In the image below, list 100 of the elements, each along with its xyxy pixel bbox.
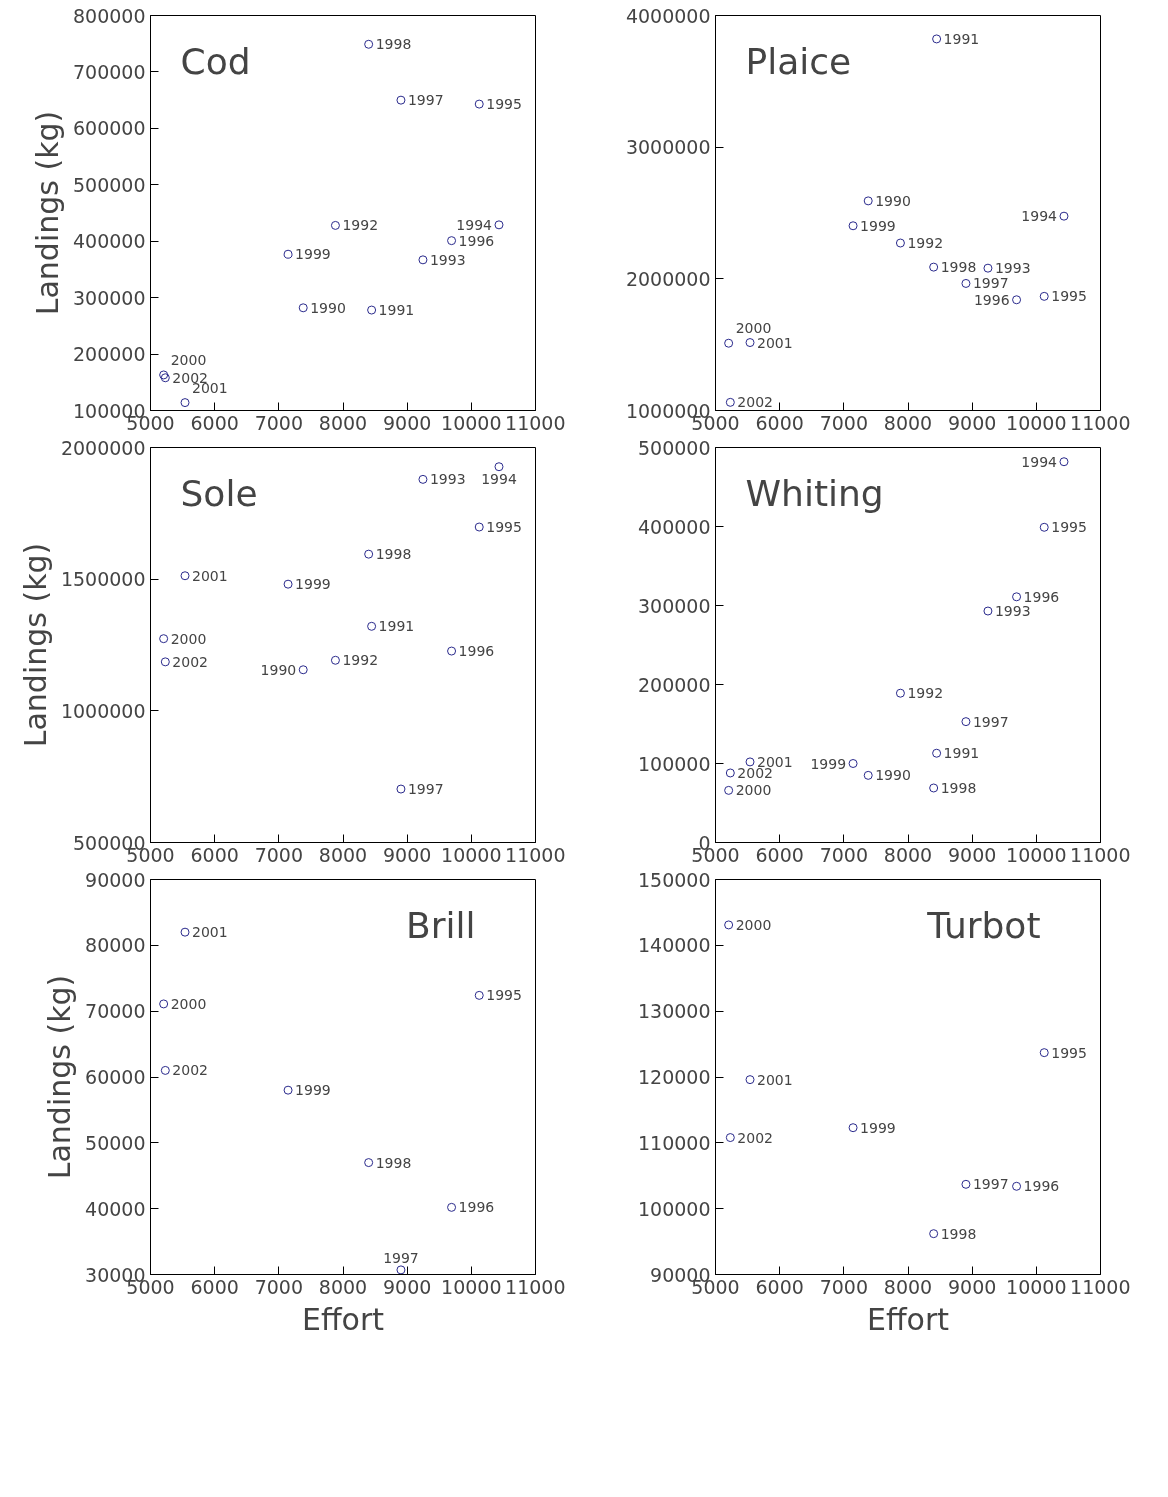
x-tick-label: 6000 — [190, 411, 239, 434]
y-tick-label: 2000000 — [60, 436, 146, 459]
x-tick-label: 11000 — [505, 1275, 566, 1298]
y-tick-label: 60000 — [85, 1066, 146, 1088]
y-tick-label: 150000 — [637, 868, 711, 891]
annotation: 2002 — [172, 1062, 208, 1079]
x-tick-label: 6000 — [755, 843, 804, 866]
text: Whiting — [745, 472, 884, 514]
y-tick-label: 70000 — [85, 1000, 146, 1023]
x-tick-label: 9000 — [947, 843, 997, 866]
x-tick-label: 6000 — [190, 1275, 239, 1298]
annotation: 1996 — [458, 232, 495, 249]
x-tick-label: 8000 — [883, 843, 933, 866]
x-axis-title: Effort — [866, 1301, 950, 1337]
annotation: 1997 — [972, 1176, 1009, 1193]
x-tick-label: 9000 — [947, 1275, 997, 1298]
annotation: 1998 — [940, 259, 977, 276]
y-tick-label: 700000 — [72, 60, 146, 83]
annotation: 1993 — [429, 471, 466, 488]
annotation: 1999 — [860, 1119, 896, 1136]
annotation: 1999 — [810, 755, 847, 772]
x-tick-label: 7000 — [819, 843, 869, 866]
y-tick-label: 600000 — [72, 117, 146, 140]
y-axis-title: Landings (kg) — [42, 974, 78, 1180]
annotation: 2000 — [170, 630, 207, 647]
text: Turbot — [926, 904, 1041, 946]
x-tick-label: 8000 — [318, 843, 368, 866]
x-axis-title: Effort — [301, 1301, 385, 1337]
annotation: 1992 — [907, 235, 944, 252]
x-tick-label: 10000 — [441, 411, 502, 434]
annotation: 1990 — [875, 767, 911, 784]
y-axis-title: Landings (kg) — [17, 542, 53, 748]
annotation: 1995 — [1051, 519, 1087, 536]
annotation: 2001 — [192, 567, 228, 584]
y-tick-label: 400000 — [637, 515, 711, 538]
annotation: 1998 — [375, 546, 412, 563]
x-tick-label: 10000 — [1006, 411, 1067, 434]
x-tick-label: 7000 — [254, 1275, 304, 1298]
y-tick-label: 800000 — [72, 4, 146, 27]
x-tick-label: 10000 — [441, 1275, 502, 1298]
y-tick-label: 400000 — [72, 230, 146, 253]
annotation: 1993 — [994, 260, 1031, 277]
x-tick-label: 7000 — [254, 411, 304, 434]
annotation: 1995 — [1051, 1044, 1087, 1061]
annotation: 1998 — [940, 1225, 977, 1242]
annotation: 1995 — [1051, 288, 1087, 305]
annotation: 1993 — [429, 251, 466, 268]
text: Plaice — [745, 40, 852, 82]
annotation: 1990 — [260, 661, 297, 678]
annotation: 1994 — [481, 470, 517, 487]
annotation: 1996 — [458, 643, 495, 660]
x-tick-label: 8000 — [883, 411, 933, 434]
y-tick-label: 3000000 — [625, 136, 711, 159]
annotation: 1999 — [295, 1082, 331, 1099]
annotation: 1991 — [943, 30, 980, 47]
annotation: 2002 — [737, 1129, 773, 1146]
annotation: 2000 — [170, 995, 207, 1012]
y-tick-label: 90000 — [85, 868, 146, 891]
annotation: 2000 — [735, 320, 772, 337]
annotation: 2001 — [192, 924, 228, 941]
x-tick-label: 6000 — [190, 843, 239, 866]
y-tick-label: 500000 — [72, 173, 146, 196]
x-tick-label: 11000 — [1070, 1275, 1131, 1298]
y-tick-label: 130000 — [637, 1000, 711, 1023]
x-tick-label: 11000 — [1070, 843, 1131, 866]
annotation: 1997 — [407, 92, 444, 109]
annotation: 1998 — [375, 36, 412, 53]
x-tick-label: 11000 — [505, 843, 566, 866]
annotation: 2000 — [170, 351, 207, 368]
x-tick-label: 7000 — [254, 843, 304, 866]
annotation: 1990 — [310, 299, 346, 316]
annotation: 1998 — [940, 779, 977, 796]
annotation: 1995 — [486, 519, 522, 536]
annotation: 1996 — [973, 291, 1010, 308]
annotation: 1999 — [860, 217, 896, 234]
y-tick-label: 200000 — [72, 343, 146, 366]
text: Sole — [180, 472, 258, 514]
x-tick-label: 9000 — [947, 411, 997, 434]
annotation: 1994 — [456, 216, 493, 233]
y-axis-title: Landings (kg) — [29, 110, 65, 316]
y-tick-label: 120000 — [637, 1066, 711, 1088]
annotation: 1997 — [972, 713, 1009, 730]
x-tick-label: 10000 — [1006, 1275, 1067, 1298]
annotation: 1994 — [1021, 453, 1058, 470]
annotation: 1992 — [342, 652, 379, 669]
x-tick-label: 6000 — [755, 1275, 804, 1298]
text: Brill — [406, 904, 476, 946]
y-tick-label: 50000 — [85, 1131, 146, 1154]
x-tick-label: 10000 — [441, 843, 502, 866]
annotation: 1991 — [378, 618, 415, 635]
x-tick-label: 11000 — [1070, 411, 1131, 434]
annotation: 2001 — [757, 334, 793, 351]
y-tick-label: 1000000 — [60, 699, 146, 722]
x-tick-label: 8000 — [318, 1275, 368, 1298]
annotation: 2000 — [735, 916, 772, 933]
y-tick-label: 500000 — [637, 436, 711, 459]
y-tick-label: 80000 — [85, 934, 146, 957]
text: Cod — [180, 40, 251, 82]
annotation: 1991 — [378, 302, 415, 319]
x-tick-label: 7000 — [819, 411, 869, 434]
